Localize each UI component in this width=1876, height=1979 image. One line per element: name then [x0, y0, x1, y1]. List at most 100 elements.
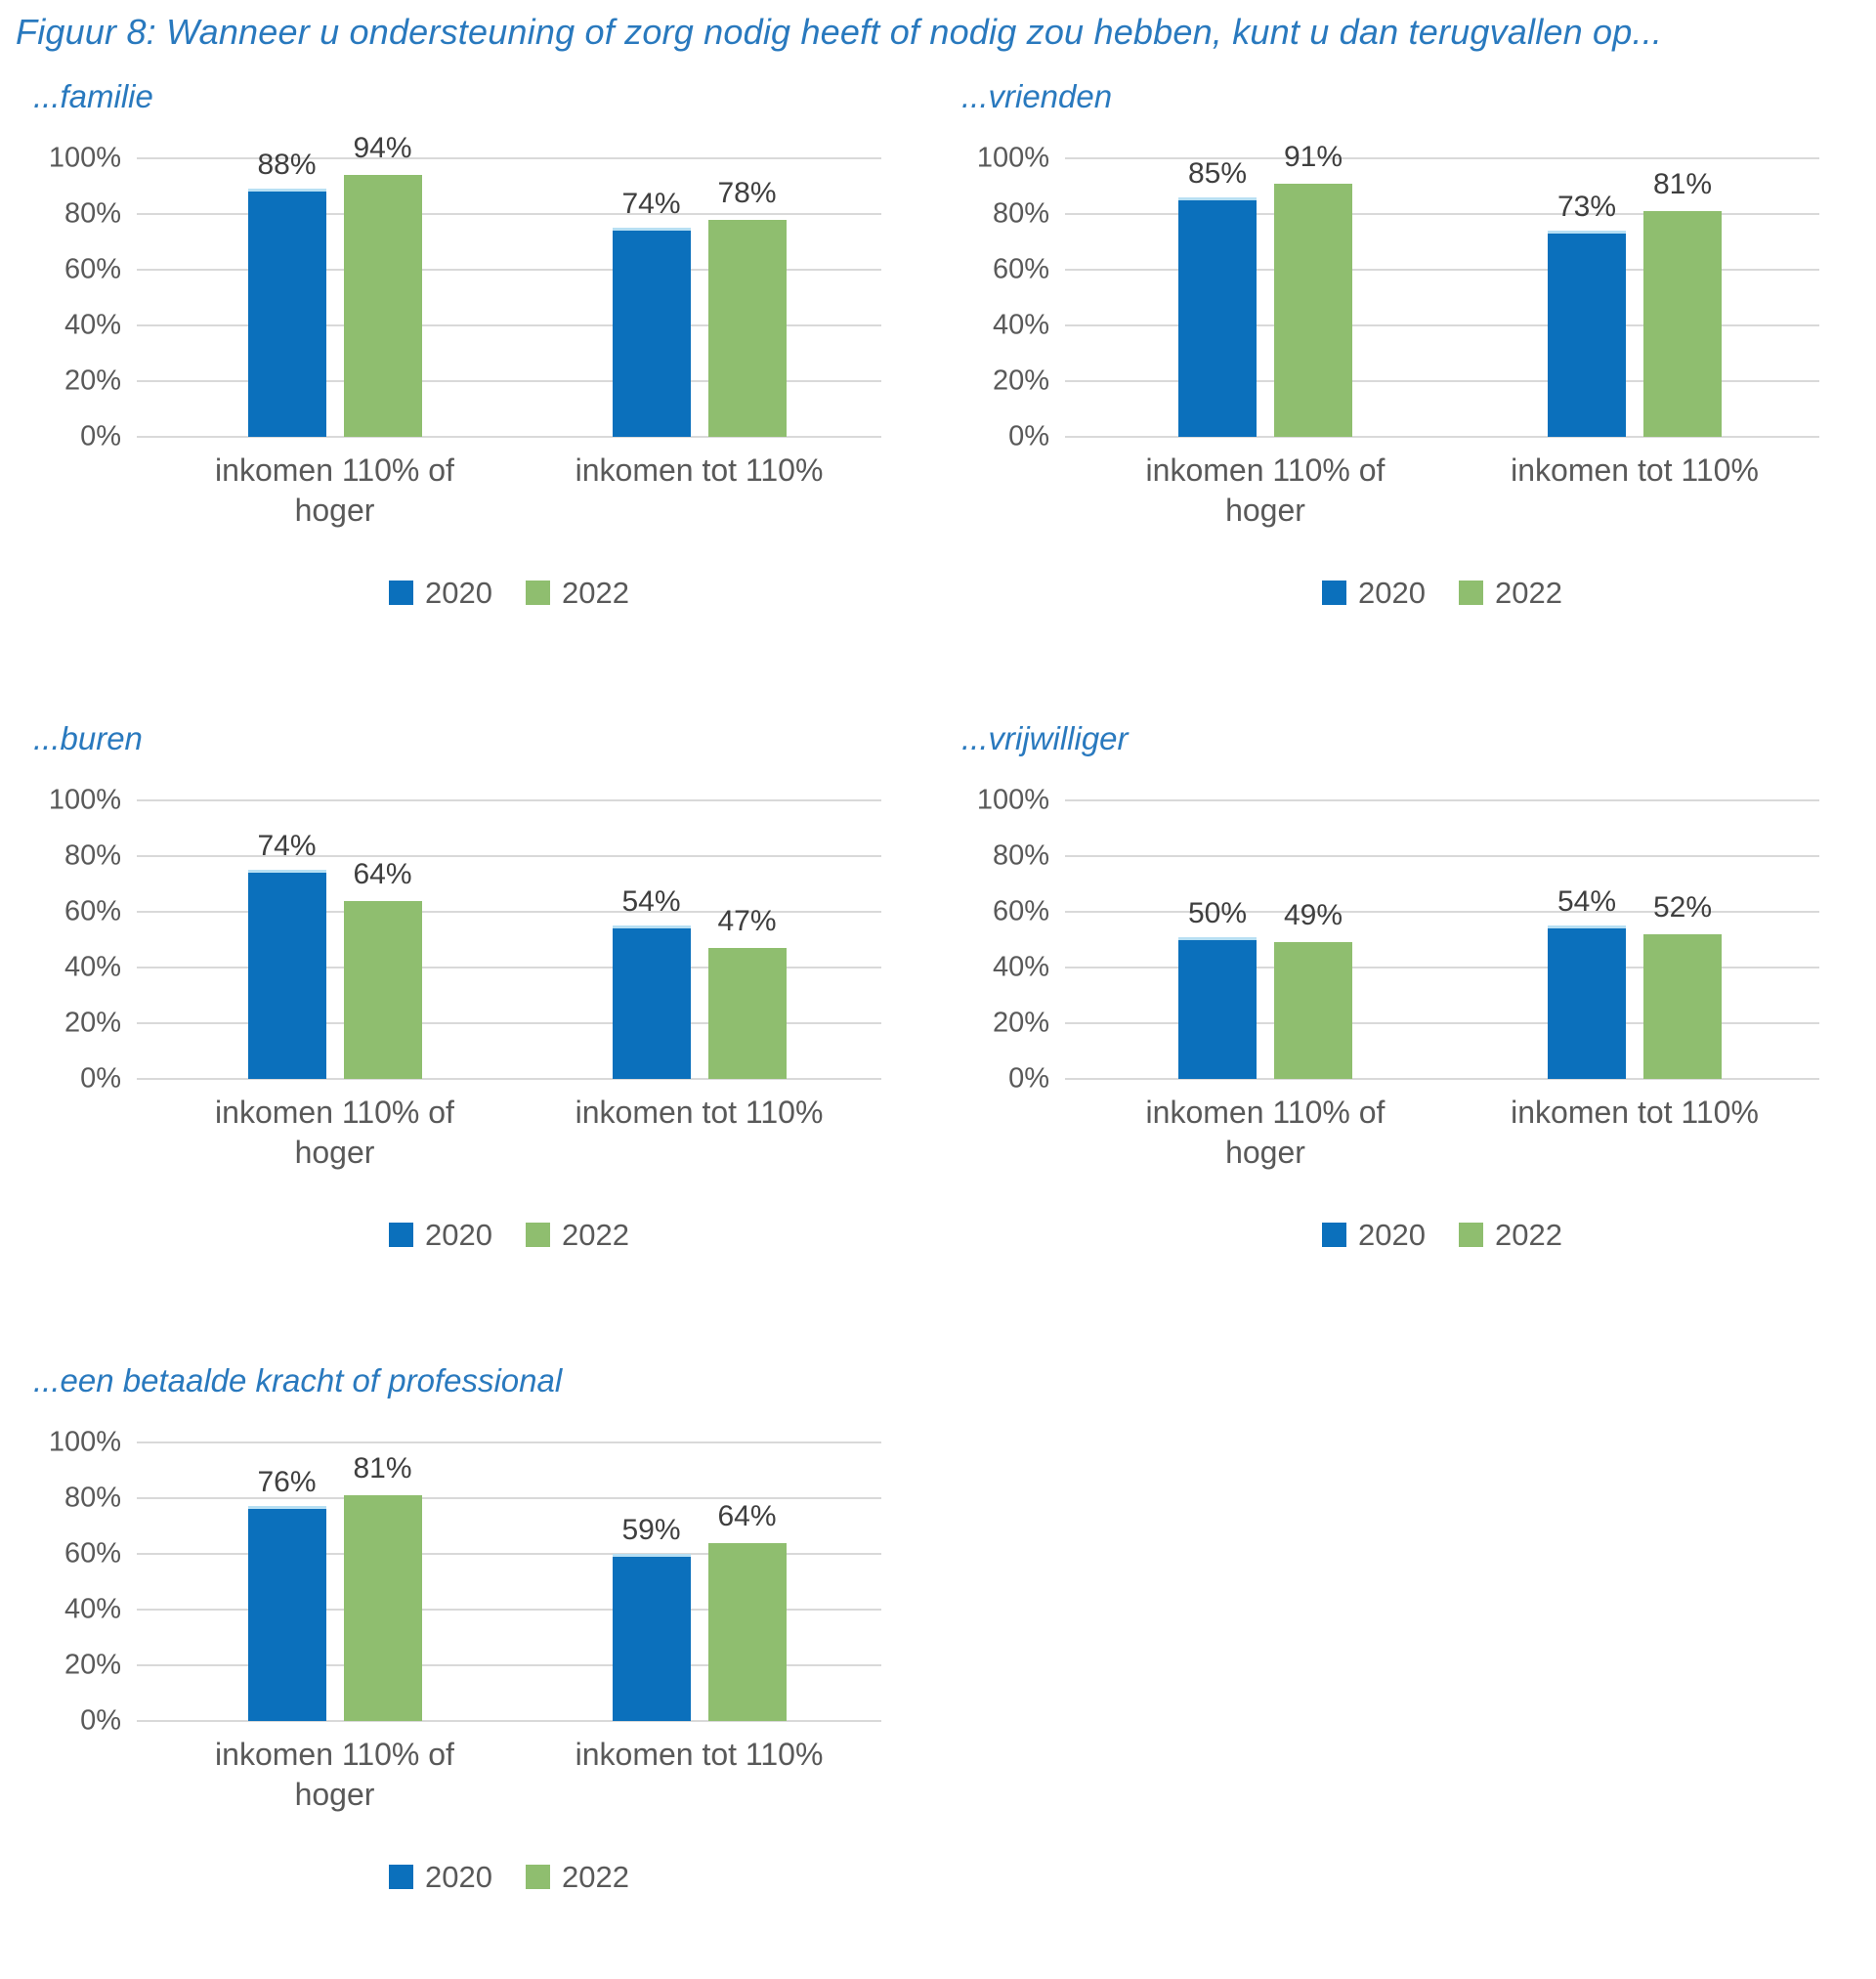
y-axis: 0% 20% 40% 60% 80% 100%: [31, 143, 137, 452]
gridline: [137, 213, 881, 215]
chart-familie: ...familie 0% 20% 40% 60% 80% 100% 88% 94% 74% 78%…: [14, 53, 942, 695]
gridline: [137, 269, 881, 271]
chart-subtitle: ...familie: [33, 78, 153, 114]
y-axis: 0% 20% 40% 60% 80% 100%: [31, 1427, 137, 1737]
gridline: [137, 1441, 881, 1443]
y-axis-tick-label: 0%: [1008, 1062, 1049, 1095]
gridline: [137, 1609, 881, 1611]
y-axis-tick-label: 80%: [64, 197, 121, 230]
bar-2020: [1548, 925, 1626, 1079]
x-axis: inkomen 110% of hoger inkomen tot 110%: [1065, 451, 1819, 531]
bar-slot: 74%: [612, 158, 691, 437]
gridline: [137, 799, 881, 801]
y-axis-tick-label: 40%: [64, 309, 121, 341]
x-axis-category-label: inkomen 110% of hoger: [1081, 1093, 1450, 1173]
y-axis-tick-label: 80%: [992, 197, 1049, 230]
bar-slot: 76%: [247, 1442, 326, 1721]
bar-data-label: 64%: [717, 1499, 777, 1532]
gridline: [137, 911, 881, 913]
y-axis-tick-label: 40%: [64, 951, 121, 983]
legend-item-2020: 2020: [389, 576, 492, 611]
legend-item-2020: 2020: [389, 1860, 492, 1895]
gridline: [1065, 1078, 1819, 1080]
legend-item-2022: 2022: [526, 1218, 629, 1253]
gridline: [137, 1078, 881, 1080]
bar-slot: 49%: [1274, 800, 1352, 1079]
legend-label-2020: 2020: [1358, 575, 1426, 610]
legend-label-2022: 2022: [1495, 1217, 1562, 1252]
bar-2022: [1643, 933, 1722, 1079]
x-axis: inkomen 110% of hoger inkomen tot 110%: [1065, 1093, 1819, 1173]
x-axis-category-label: inkomen 110% of hoger: [1081, 451, 1450, 531]
bar-groups: 85% 91% 73% 81%: [1065, 141, 1819, 437]
plot-area: 88% 94% 74% 78%: [137, 132, 881, 438]
x-axis-label-line: hoger: [294, 492, 375, 528]
chart-subtitle: ...buren: [33, 720, 143, 756]
x-axis-label-line: inkomen tot 110%: [575, 1095, 824, 1130]
bar-groups: 76% 81% 59% 64%: [137, 1442, 881, 1721]
legend-item-2022: 2022: [1459, 1218, 1562, 1253]
bar-slot: 73%: [1548, 158, 1626, 437]
gridline: [137, 436, 881, 438]
bar-2020: [1548, 230, 1626, 437]
bar-data-label: 78%: [717, 176, 777, 209]
x-axis-label-line: inkomen 110% of: [215, 1095, 454, 1130]
legend-swatch-2022: [1459, 1223, 1483, 1248]
gridline: [1065, 324, 1819, 326]
bar-data-label: 94%: [353, 132, 412, 165]
x-axis-category-label: inkomen 110% of hoger: [152, 451, 517, 531]
legend-label-2022: 2022: [562, 575, 629, 610]
legend-item-2020: 2020: [1322, 576, 1426, 611]
bar-data-label: 91%: [1283, 140, 1343, 173]
bar-data-label: 50%: [1187, 896, 1248, 929]
gridline: [137, 157, 881, 159]
bar-groups: 50% 49% 54% 52%: [1065, 800, 1819, 1079]
y-axis-tick-label: 0%: [80, 1062, 121, 1095]
category-group: 73% 81%: [1450, 158, 1819, 437]
y-axis-tick-label: 100%: [48, 784, 121, 816]
gridline: [137, 324, 881, 326]
y-axis-tick-label: 80%: [64, 839, 121, 872]
chart-legend: 2020 2022: [137, 1860, 881, 1895]
bar-data-label: 74%: [257, 830, 317, 863]
bar-2020: [612, 925, 691, 1079]
legend-swatch-2022: [526, 1865, 550, 1890]
bar-slot: 81%: [343, 1442, 422, 1721]
bar-slot: 94%: [343, 132, 422, 437]
plot-area: 50% 49% 54% 52%: [1065, 799, 1819, 1080]
y-axis-tick-label: 20%: [992, 1007, 1049, 1039]
x-axis-label-line: inkomen tot 110%: [1511, 452, 1759, 488]
bar-slot: 54%: [612, 800, 691, 1079]
bar-2022: [343, 900, 422, 1079]
gridline: [137, 855, 881, 857]
bar-slot: 81%: [1643, 158, 1722, 437]
bar-data-label: 74%: [621, 188, 681, 221]
category-group: 88% 94%: [152, 132, 517, 437]
bar-data-label: 49%: [1283, 899, 1343, 932]
bar-data-label: 52%: [1652, 890, 1713, 924]
bar-2022: [707, 1542, 787, 1721]
y-axis-tick-label: 60%: [64, 1537, 121, 1570]
bar-data-label: 81%: [353, 1452, 412, 1485]
x-axis-label-line: inkomen tot 110%: [575, 1737, 824, 1772]
y-axis-tick-label: 60%: [992, 253, 1049, 285]
legend-label-2020: 2020: [425, 1217, 492, 1252]
chart-vrijwilliger: ...vrijwilliger 0% 20% 40% 60% 80% 100% 50% 49% 5…: [942, 695, 1876, 1337]
gridline: [137, 1497, 881, 1499]
gridline: [1065, 269, 1819, 271]
bar-slot: 50%: [1178, 800, 1257, 1079]
legend-label-2020: 2020: [425, 1859, 492, 1894]
legend-item-2022: 2022: [1459, 576, 1562, 611]
bar-slot: 52%: [1643, 800, 1722, 1079]
x-axis-category-label: inkomen tot 110%: [517, 451, 881, 531]
plot-area: 85% 91% 73% 81%: [1065, 141, 1819, 438]
chart-legend: 2020 2022: [137, 1218, 881, 1253]
bar-2022: [1643, 211, 1722, 437]
legend-label-2022: 2022: [562, 1217, 629, 1252]
y-axis-tick-label: 100%: [976, 142, 1049, 174]
bar-slot: 88%: [247, 149, 326, 437]
y-axis: 0% 20% 40% 60% 80% 100%: [959, 143, 1065, 452]
legend-swatch-2022: [1459, 581, 1483, 606]
bar-2020: [612, 228, 691, 437]
